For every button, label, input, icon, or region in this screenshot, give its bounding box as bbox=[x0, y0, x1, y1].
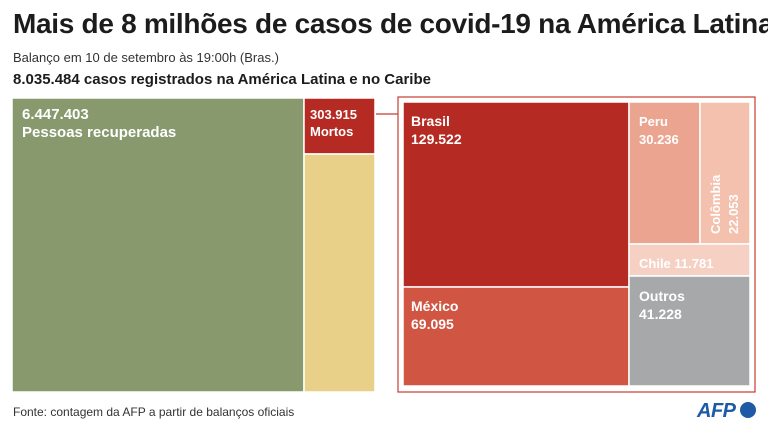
outros-block bbox=[628, 275, 751, 387]
source-note: Fonte: contagem da AFP a partir de balan… bbox=[13, 405, 295, 419]
peru-value-label: 30.236 bbox=[639, 132, 679, 147]
brasil-block bbox=[402, 101, 630, 288]
chart-subtitle: Balanço em 10 de setembro às 19:00h (Bra… bbox=[13, 50, 279, 65]
recovered-name-label: Pessoas recuperadas bbox=[22, 124, 176, 141]
afp-logo: AFP bbox=[697, 400, 736, 422]
peru-name-label: Peru bbox=[639, 114, 668, 129]
afp-logo-dot bbox=[740, 402, 756, 418]
colombia-block bbox=[699, 101, 751, 245]
brasil-name-label: Brasil bbox=[411, 113, 450, 129]
outros-name-label: Outros bbox=[639, 288, 685, 304]
mexico-block bbox=[402, 286, 630, 387]
chart-title: Mais de 8 milhões de casos de covid-19 n… bbox=[13, 8, 768, 39]
deaths-name-label: Mortos bbox=[310, 124, 353, 139]
brasil-value-label: 129.522 bbox=[411, 131, 462, 147]
active-cases-block bbox=[303, 153, 376, 393]
chile-label: Chile 11.781 bbox=[639, 256, 713, 271]
mexico-name-label: México bbox=[411, 298, 458, 314]
deaths-breakdown-frame bbox=[397, 96, 756, 393]
outros-value-label: 41.228 bbox=[639, 306, 682, 322]
deaths-block bbox=[303, 97, 376, 155]
recovered-value-label: 6.447.403 bbox=[22, 106, 89, 123]
recovered-block bbox=[11, 97, 305, 393]
mexico-value-label: 69.095 bbox=[411, 316, 454, 332]
colombia-value-label: 22.053 bbox=[726, 194, 741, 234]
total-cases-text: 8.035.484 casos registrados na América L… bbox=[13, 71, 431, 88]
colombia-name-label: Colômbia bbox=[708, 174, 723, 234]
deaths-value-label: 303.915 bbox=[310, 107, 357, 122]
